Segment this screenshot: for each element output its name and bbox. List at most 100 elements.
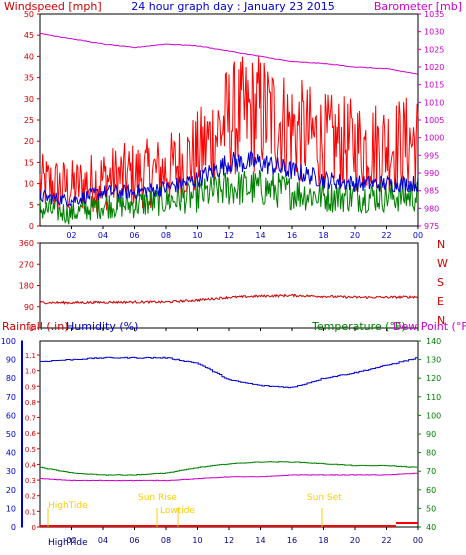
rainfall-tick-label: 0.6 xyxy=(25,430,37,438)
bottom-time-label: 16 xyxy=(287,536,297,545)
top-time-label: 14 xyxy=(255,231,265,240)
bottom-time-label: 08 xyxy=(161,536,171,545)
barometer-tick-label: 990 xyxy=(424,169,439,178)
tide-sun-events: HighTide Sun Rise Lowtide Sun Set HighTi… xyxy=(47,493,342,548)
barometer-tick-label: 1010 xyxy=(424,98,444,107)
barometer-tick-label: 1025 xyxy=(424,45,444,54)
humidity-tick-label: 100 xyxy=(1,337,16,346)
dewpoint-series xyxy=(40,472,418,482)
direction-tick-label: 360 xyxy=(19,239,34,248)
windspeed-axis: 0 5 10 15 20 25 30 35 40 45 50 xyxy=(24,10,40,231)
humidity-tick-label: 40 xyxy=(6,449,16,458)
windspeed-label: Windspeed [mph] xyxy=(4,0,102,13)
barometer-tick-label: 980 xyxy=(424,204,439,213)
barometer-tick-label: 1005 xyxy=(424,116,444,125)
humidity-tick-label: 20 xyxy=(6,486,16,495)
temperature-tick-label: 80 xyxy=(426,449,436,458)
top-time-label: 16 xyxy=(287,231,297,240)
compass-label: S xyxy=(437,276,444,289)
humidity-axis: 0 10 20 30 40 50 60 70 80 90 100 xyxy=(1,337,23,532)
barometer-tick-label: 1000 xyxy=(424,134,444,143)
sunset-event-label: Sun Set xyxy=(307,493,342,503)
humidity-tick-label: 0 xyxy=(11,523,16,532)
top-time-label: 22 xyxy=(381,231,391,240)
bottom-time-label: 10 xyxy=(192,536,202,545)
windspeed-tick-label: 5 xyxy=(29,201,34,210)
temperature-tick-label: 60 xyxy=(426,486,436,495)
temperature-tick-label: 70 xyxy=(426,467,436,476)
top-time-label: 04 xyxy=(98,231,108,240)
barometer-series xyxy=(39,32,419,75)
top-time-label: 12 xyxy=(224,231,234,240)
windspeed-tick-label: 10 xyxy=(24,180,34,189)
mid-plot-frame xyxy=(39,242,419,329)
barometer-tick-label: 1020 xyxy=(424,63,444,72)
wind-barometer-panel: Windspeed [mph] 24 hour graph day : Janu… xyxy=(4,0,462,240)
windspeed-tick-label: 45 xyxy=(24,31,34,40)
dewpoint-label: Dew Point (°F) xyxy=(393,320,466,333)
humidity-tick-label: 10 xyxy=(6,504,16,513)
hightide-event-label: HighTide xyxy=(48,501,88,511)
top-time-label: 00 xyxy=(413,231,423,240)
windspeed-tick-label: 15 xyxy=(24,158,34,167)
rainfall-tick-label: 0.1 xyxy=(25,508,36,516)
bottom-time-label: 06 xyxy=(129,536,139,545)
rainfall-tick-label: 1.0 xyxy=(25,368,36,376)
top-time-label: 06 xyxy=(129,231,139,240)
compass-label: N xyxy=(437,314,445,327)
humidity-temperature-panel: Rainfall (.in) Humidity (%) Temperature … xyxy=(1,320,466,548)
wind-speed-series xyxy=(39,151,419,208)
top-time-label: 20 xyxy=(350,231,360,240)
barometer-tick-label: 975 xyxy=(424,222,439,231)
rainfall-axis: 0 0.1 0.2 0.3 0.4 0.5 0.6 0.7 0.8 0.9 1.0 1.1 xyxy=(25,352,40,532)
top-time-label: 18 xyxy=(318,231,328,240)
bottom-time-label: 12 xyxy=(224,536,234,545)
compass-label: N xyxy=(437,238,445,251)
bottom-plot-frame xyxy=(39,340,419,528)
windspeed-tick-label: 25 xyxy=(24,116,34,125)
rainfall-tick-label: 0.7 xyxy=(25,415,36,423)
rainfall-tick-label: 0.2 xyxy=(25,493,36,501)
wind-direction-series xyxy=(39,293,419,305)
rainfall-tick-label: 0.9 xyxy=(25,383,36,391)
bottom-time-label: 22 xyxy=(381,536,391,545)
barometer-tick-label: 985 xyxy=(424,187,439,196)
top-time-axis: 02 04 06 08 10 12 14 16 18 20 22 00 xyxy=(66,226,423,240)
humidity-tick-label: 90 xyxy=(6,356,16,365)
wind-avg-series xyxy=(39,169,419,225)
rainfall-tick-label: 0 xyxy=(32,524,36,532)
direction-tick-label: 0 xyxy=(29,324,34,333)
windspeed-tick-label: 0 xyxy=(29,222,34,231)
hightide-axis-label: HighTide xyxy=(48,538,88,548)
temperature-tick-label: 140 xyxy=(426,337,441,346)
compass-label: W xyxy=(437,257,448,270)
top-time-label: 08 xyxy=(161,231,171,240)
sunrise-event-label: Sun Rise xyxy=(138,493,177,503)
temperature-series xyxy=(40,461,419,476)
bottom-time-label: 14 xyxy=(255,536,265,545)
bottom-time-label: 20 xyxy=(350,536,360,545)
mid-time-axis xyxy=(71,328,419,331)
temperature-tick-label: 100 xyxy=(426,411,441,420)
humidity-tick-label: 70 xyxy=(6,393,16,402)
rainfall-tick-label: 0.4 xyxy=(25,461,37,469)
windspeed-tick-label: 50 xyxy=(24,10,34,19)
top-time-label: 10 xyxy=(192,231,202,240)
humidity-series xyxy=(40,356,419,389)
temperature-label: Temperature (°F) xyxy=(311,320,406,333)
temperature-tick-label: 90 xyxy=(426,430,436,439)
chart-title: 24 hour graph day : January 23 2015 xyxy=(131,0,335,13)
windspeed-tick-label: 40 xyxy=(24,52,34,61)
bottom-time-axis: 02 04 06 08 10 12 14 16 18 20 22 00 xyxy=(66,527,423,545)
humidity-tick-label: 50 xyxy=(6,430,16,439)
top-series xyxy=(39,32,419,225)
rainfall-tick-label: 0.5 xyxy=(25,446,36,454)
humidity-tick-label: 80 xyxy=(6,374,16,383)
temperature-tick-label: 120 xyxy=(426,374,441,383)
temperature-tick-label: 40 xyxy=(426,523,436,532)
direction-axis: 0 90 180 270 360 xyxy=(19,239,40,333)
barometer-tick-label: 1030 xyxy=(424,28,444,37)
barometer-axis: 975 980 985 990 995 1000 1005 1010 1015 1020 1025 1… xyxy=(418,10,444,231)
